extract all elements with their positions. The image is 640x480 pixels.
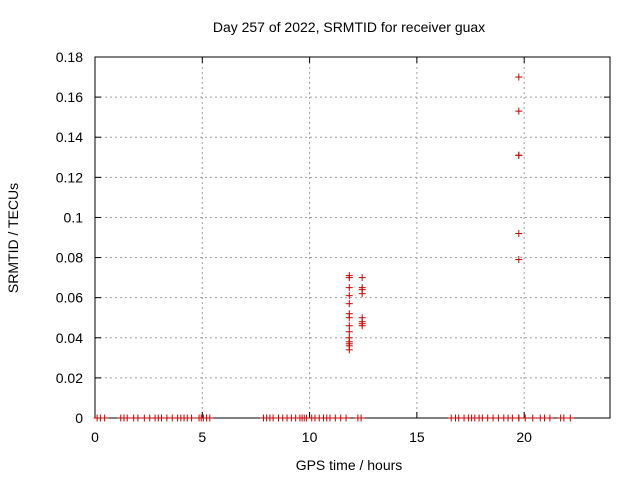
x-tick-label: 15 <box>409 429 425 445</box>
data-point <box>345 300 353 308</box>
data-point <box>206 414 214 422</box>
y-tick-label: 0.18 <box>56 49 83 65</box>
data-point <box>345 346 353 354</box>
data-point <box>358 290 366 298</box>
y-tick-label: 0.14 <box>56 129 83 145</box>
y-tick-label: 0.04 <box>56 330 83 346</box>
data-point <box>345 292 353 300</box>
data-points <box>93 73 574 422</box>
y-tick-label: 0.16 <box>56 89 83 105</box>
x-tick-label: 5 <box>198 429 206 445</box>
data-point <box>345 328 353 336</box>
data-point <box>358 274 366 282</box>
data-point <box>515 256 523 264</box>
data-point <box>508 414 516 422</box>
data-point <box>358 322 366 330</box>
data-point <box>134 414 142 422</box>
y-tick-label: 0.06 <box>56 290 83 306</box>
data-point <box>566 414 574 422</box>
data-point <box>529 414 537 422</box>
data-point <box>101 414 109 422</box>
data-point <box>345 284 353 292</box>
data-point <box>123 414 131 422</box>
data-point <box>515 107 523 115</box>
x-tick-label: 10 <box>302 429 318 445</box>
data-point <box>515 414 523 422</box>
x-tick-label: 20 <box>516 429 532 445</box>
data-point <box>560 414 568 422</box>
y-tick-label: 0 <box>75 410 83 426</box>
plot-frame <box>94 56 611 419</box>
data-point <box>345 314 353 322</box>
y-axis-label: SRMTID / TECUs <box>5 183 21 293</box>
chart-title: Day 257 of 2022, SRMTID for receiver gua… <box>213 19 485 35</box>
data-point <box>515 73 523 81</box>
data-point <box>357 414 365 422</box>
data-point <box>342 414 350 422</box>
x-tick-label: 0 <box>91 429 99 445</box>
grid-layer <box>95 57 610 418</box>
data-point <box>515 151 523 159</box>
y-tick-label: 0.1 <box>64 209 84 225</box>
y-tick-label: 0.02 <box>56 370 83 386</box>
data-point <box>521 414 529 422</box>
data-point <box>188 414 196 422</box>
x-axis-label: GPS time / hours <box>296 457 403 473</box>
y-tick-label: 0.08 <box>56 250 83 266</box>
data-point <box>345 274 353 282</box>
data-point <box>515 229 523 237</box>
tick-layer: 0 0.02 0.04 0.06 0.08 0.1 0.12 0.14 0.16 0.18 0 5 10… <box>56 49 610 445</box>
y-tick-label: 0.12 <box>56 169 83 185</box>
data-point <box>546 414 554 422</box>
data-point <box>345 322 353 330</box>
